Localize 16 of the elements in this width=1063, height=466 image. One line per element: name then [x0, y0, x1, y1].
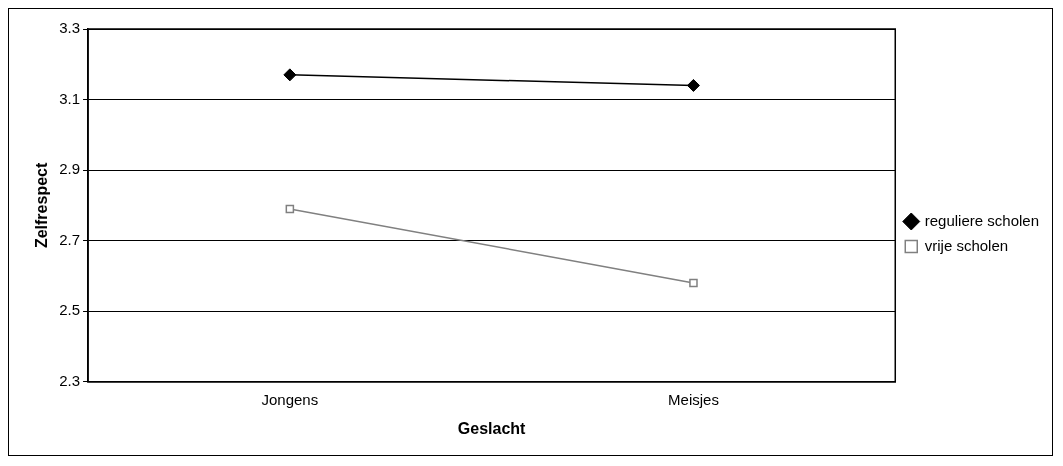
- y-tick-label: 3.3: [59, 19, 81, 37]
- y-tick-label: 2.7: [59, 230, 81, 248]
- x-tick-label: Meisjes: [668, 390, 719, 408]
- x-axis-title: Geslacht: [457, 419, 527, 437]
- legend-label: vrije scholen: [924, 236, 1009, 254]
- y-tick-label: 2.5: [59, 301, 81, 319]
- legend-label: reguliere scholen: [924, 211, 1040, 229]
- y-tick-label: 2.3: [59, 371, 81, 389]
- point: [283, 68, 297, 82]
- y-tick-label: 3.1: [59, 89, 81, 107]
- y-tick-label: 2.9: [59, 160, 81, 178]
- x-tick-label: Jongens: [261, 390, 319, 408]
- y-axis-title: Zelfrespect: [33, 162, 51, 249]
- point: [689, 278, 698, 288]
- point: [686, 78, 700, 92]
- point: [285, 204, 295, 214]
